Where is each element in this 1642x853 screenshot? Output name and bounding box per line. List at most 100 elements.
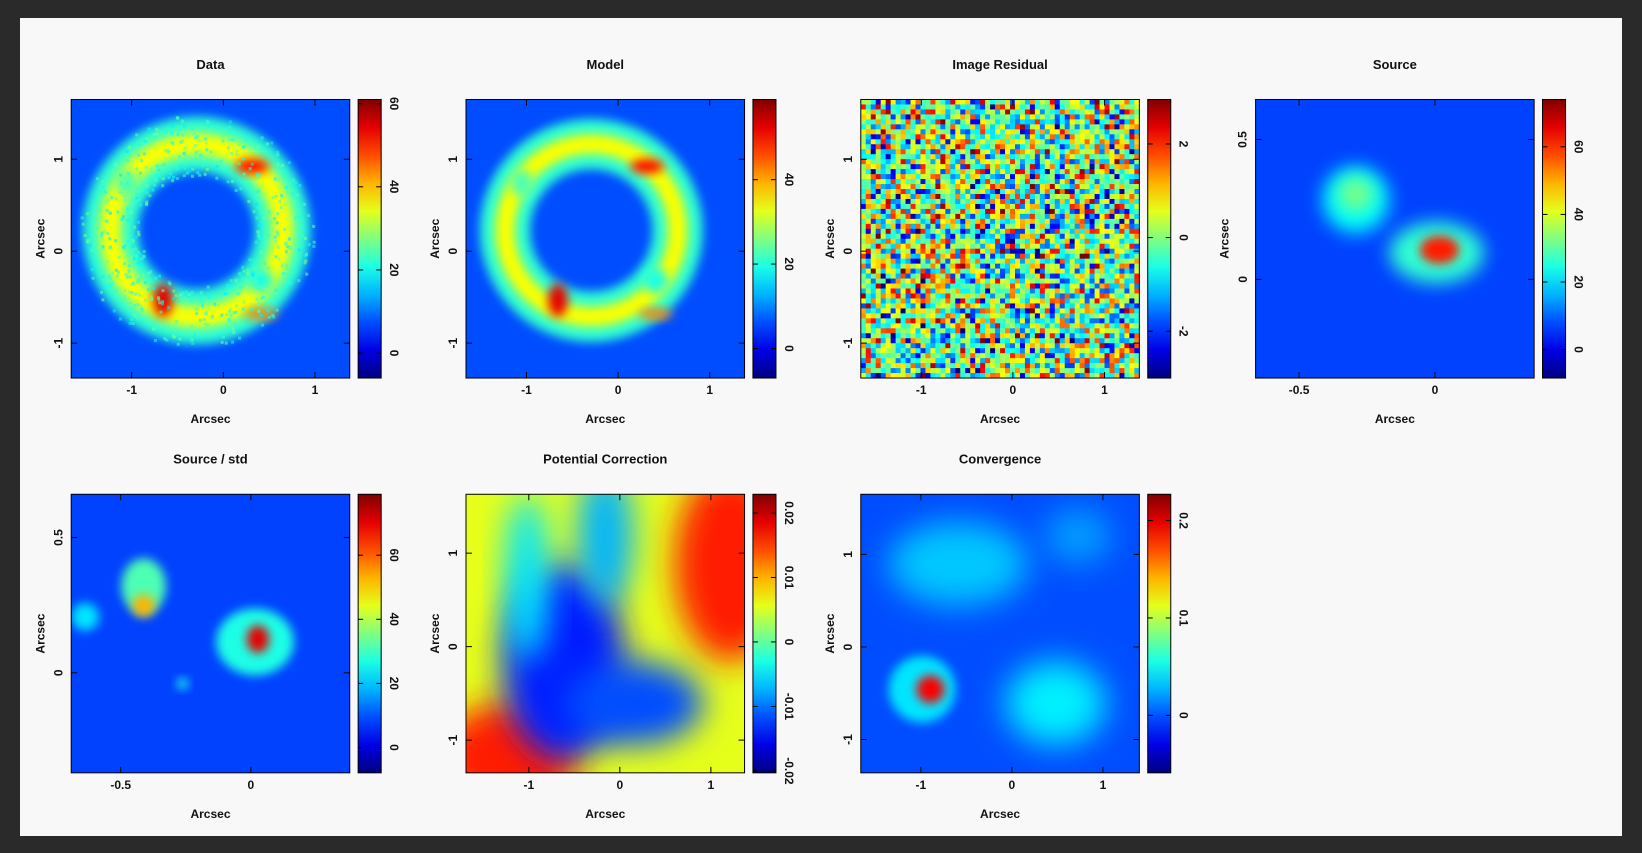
- noise-cell: [1110, 328, 1115, 333]
- x-tick-label: 1: [1101, 383, 1108, 397]
- noise-cell: [1100, 234, 1105, 239]
- noise-cell: [940, 313, 945, 318]
- noise-cell: [1095, 303, 1100, 308]
- noise-cell: [1090, 303, 1095, 308]
- noise-cell: [920, 139, 925, 144]
- noise-cell: [911, 164, 916, 169]
- noise-cell: [205, 311, 208, 314]
- noise-cell: [886, 179, 891, 184]
- noise-cell: [116, 211, 119, 214]
- noise-cell: [133, 304, 136, 307]
- noise-cell: [960, 159, 965, 164]
- noise-cell: [861, 214, 866, 219]
- noise-cell: [1080, 368, 1085, 373]
- noise-cell: [1005, 368, 1010, 373]
- noise-cell: [204, 328, 207, 331]
- noise-cell: [1090, 124, 1095, 129]
- y-tick-label: 0: [446, 248, 460, 255]
- noise-cell: [1025, 144, 1030, 149]
- noise-cell: [170, 132, 173, 135]
- noise-cell: [1050, 164, 1055, 169]
- noise-cell: [906, 174, 911, 179]
- noise-cell: [945, 204, 950, 209]
- noise-cell: [1015, 224, 1020, 229]
- noise-cell: [1090, 353, 1095, 358]
- noise-cell: [871, 313, 876, 318]
- noise-cell: [955, 164, 960, 169]
- noise-cell: [1055, 368, 1060, 373]
- noise-cell: [980, 338, 985, 343]
- noise-cell: [1050, 149, 1055, 154]
- noise-cell: [876, 114, 881, 119]
- noise-cell: [1114, 264, 1119, 269]
- noise-cell: [916, 164, 921, 169]
- noise-cell: [980, 284, 985, 289]
- noise-cell: [960, 368, 965, 373]
- noise-cell: [945, 229, 950, 234]
- noise-cell: [1030, 323, 1035, 328]
- noise-cell: [916, 274, 921, 279]
- noise-cell: [1015, 154, 1020, 159]
- noise-cell: [1060, 298, 1065, 303]
- noise-cell: [886, 159, 891, 164]
- noise-cell: [1110, 134, 1115, 139]
- noise-cell: [950, 338, 955, 343]
- noise-cell: [1095, 124, 1100, 129]
- noise-cell: [1110, 269, 1115, 274]
- noise-cell: [228, 310, 231, 313]
- noise-cell: [906, 249, 911, 254]
- noise-cell: [876, 239, 881, 244]
- noise-cell: [881, 204, 886, 209]
- noise-cell: [935, 318, 940, 323]
- noise-cell: [164, 149, 167, 152]
- noise-cell: [1035, 164, 1040, 169]
- noise-cell: [881, 313, 886, 318]
- noise-cell: [1050, 298, 1055, 303]
- noise-cell: [1000, 353, 1005, 358]
- noise-cell: [1005, 298, 1010, 303]
- noise-cell: [891, 293, 896, 298]
- noise-cell: [146, 184, 149, 187]
- noise-cell: [930, 114, 935, 119]
- noise-cell: [980, 259, 985, 264]
- noise-cell: [1124, 159, 1129, 164]
- noise-cell: [930, 159, 935, 164]
- noise-cell: [965, 174, 970, 179]
- noise-cell: [1119, 214, 1124, 219]
- noise-cell: [911, 249, 916, 254]
- noise-cell: [935, 323, 940, 328]
- noise-cell: [1105, 289, 1110, 294]
- noise-cell: [1070, 279, 1075, 284]
- noise-cell: [1065, 224, 1070, 229]
- noise-cell: [876, 124, 881, 129]
- noise-cell: [1045, 114, 1050, 119]
- noise-cell: [930, 234, 935, 239]
- noise-cell: [886, 249, 891, 254]
- noise-cell: [970, 254, 975, 259]
- noise-cell: [1025, 229, 1030, 234]
- noise-cell: [1010, 159, 1015, 164]
- noise-cell: [1095, 333, 1100, 338]
- noise-cell: [990, 279, 995, 284]
- noise-cell: [127, 271, 130, 274]
- noise-cell: [1124, 308, 1129, 313]
- noise-cell: [1100, 303, 1105, 308]
- noise-cell: [1040, 164, 1045, 169]
- noise-cell: [1035, 343, 1040, 348]
- noise-cell: [940, 293, 945, 298]
- noise-cell: [161, 184, 164, 187]
- noise-cell: [1075, 363, 1080, 368]
- y-tick-label: 0.5: [1236, 131, 1250, 148]
- noise-cell: [1065, 244, 1070, 249]
- noise-cell: [1020, 298, 1025, 303]
- noise-cell: [871, 109, 876, 114]
- noise-cell: [1114, 149, 1119, 154]
- noise-cell: [130, 318, 133, 321]
- noise-cell: [179, 338, 182, 341]
- noise-cell: [985, 209, 990, 214]
- noise-cell: [995, 189, 1000, 194]
- noise-cell: [1035, 323, 1040, 328]
- noise-cell: [866, 234, 871, 239]
- noise-cell: [920, 254, 925, 259]
- noise-cell: [1119, 298, 1124, 303]
